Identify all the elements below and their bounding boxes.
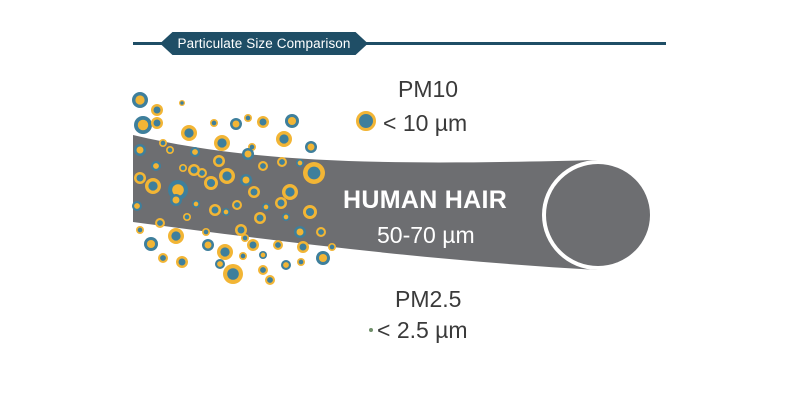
pm10-particle-core — [297, 160, 303, 166]
pm10-particle-core — [148, 181, 158, 191]
pm10-particle-core — [250, 188, 258, 196]
pm10-particle-core — [184, 128, 194, 138]
pm10-particle-core — [184, 214, 190, 220]
pm10-particle-core — [279, 134, 289, 144]
pm10-particle-core — [171, 231, 181, 241]
pm10-particle-core — [211, 206, 219, 214]
pm10-particle-core — [263, 204, 269, 210]
pm10-particle-core — [135, 95, 145, 105]
header-title: Particulate Size Comparison — [160, 32, 368, 55]
pm10-particle-core — [305, 207, 315, 217]
pm10-particle-core — [136, 174, 144, 182]
hair-strand — [133, 135, 598, 270]
pm10-particle-core — [296, 228, 304, 236]
pm10-particle-core — [172, 184, 184, 196]
pm25-particle-icon — [369, 328, 373, 332]
pm10-particle-core — [240, 253, 246, 259]
pm10-particle-core — [160, 255, 166, 261]
pm10-particle-core — [227, 268, 239, 280]
pm10-particle-core — [220, 247, 230, 257]
pm10-particle-core — [307, 143, 315, 151]
pm10-particle-core — [232, 120, 240, 128]
pm25-size-label: < 2.5 µm — [377, 317, 468, 343]
pm10-particle-core — [277, 199, 285, 207]
pm10-particle-core — [256, 214, 264, 222]
pm10-particle-core — [203, 229, 209, 235]
pm10-particle-core — [245, 115, 251, 121]
pm10-particle-core — [157, 220, 163, 226]
pm10-particle-core — [260, 267, 266, 273]
hair-title: HUMAN HAIR — [343, 186, 508, 214]
hair-size-label: 50-70 µm — [377, 222, 475, 248]
pm10-particle-core — [146, 239, 156, 249]
pm10-particle-core — [217, 138, 227, 148]
pm10-particle-core — [234, 202, 240, 208]
pm10-particle-core — [222, 171, 232, 181]
pm10-particle-core — [137, 227, 143, 233]
pm10-particle-core — [237, 226, 245, 234]
pm10-particle-icon — [356, 111, 376, 131]
pm10-particle-core — [190, 166, 198, 174]
pm10-particle-core — [275, 242, 281, 248]
pm10-particle-core — [318, 229, 324, 235]
pm10-particle-core — [298, 259, 304, 265]
pm10-particle-core — [211, 120, 217, 126]
pm10-particle-core — [193, 201, 199, 207]
pm10-particle-core — [260, 252, 266, 258]
pm10-particle-core — [180, 101, 184, 105]
pm10-particle-cloud — [132, 92, 336, 285]
pm10-particle-core — [134, 203, 140, 209]
pm10-particle-core — [259, 118, 267, 126]
pm10-particle-core — [223, 209, 229, 215]
pm10-particle-core — [285, 187, 295, 197]
pm10-particle-core — [215, 157, 223, 165]
pm10-particle-core — [153, 163, 159, 169]
pm10-particle-core — [172, 196, 180, 204]
pm10-particle-core — [217, 261, 223, 267]
pm10-particle-core — [153, 106, 161, 114]
pm10-particle-core — [279, 159, 285, 165]
pm10-particle-core — [249, 144, 255, 150]
pm10-particle-core — [283, 262, 289, 268]
pm10-particle-core — [160, 140, 166, 146]
pm10-particle-core — [249, 241, 257, 249]
pm10-particle-core — [199, 170, 205, 176]
header-rule — [133, 42, 666, 45]
hair-cross-section — [546, 164, 650, 266]
pm10-particle-core — [267, 277, 273, 283]
pm10-particle-core — [244, 150, 252, 158]
pm10-particle-core — [307, 166, 321, 180]
pm10-particle-core — [299, 243, 307, 251]
pm25-label: PM2.5 — [395, 286, 462, 312]
pm10-size-label: < 10 µm — [383, 110, 468, 136]
pm10-particle-core — [136, 146, 144, 154]
pm10-particle-core — [283, 214, 289, 220]
pm10-particle-core — [318, 253, 328, 263]
pm10-particle-core — [206, 178, 216, 188]
pm10-particle-core — [260, 163, 266, 169]
pm10-particle-core — [153, 119, 161, 127]
pm10-particle-core — [137, 119, 149, 131]
pm10-particle-core — [178, 258, 186, 266]
pm10-particle-core — [242, 235, 248, 241]
pm10-particle-core — [329, 244, 335, 250]
pm10-label: PM10 — [398, 76, 459, 102]
pm10-particle-core — [180, 165, 186, 171]
pm10-particle-core — [192, 149, 198, 155]
pm10-particle-core — [242, 176, 250, 184]
pm10-particle-core — [167, 147, 173, 153]
pm10-particle-core — [204, 241, 212, 249]
pm10-particle-core — [287, 116, 297, 126]
